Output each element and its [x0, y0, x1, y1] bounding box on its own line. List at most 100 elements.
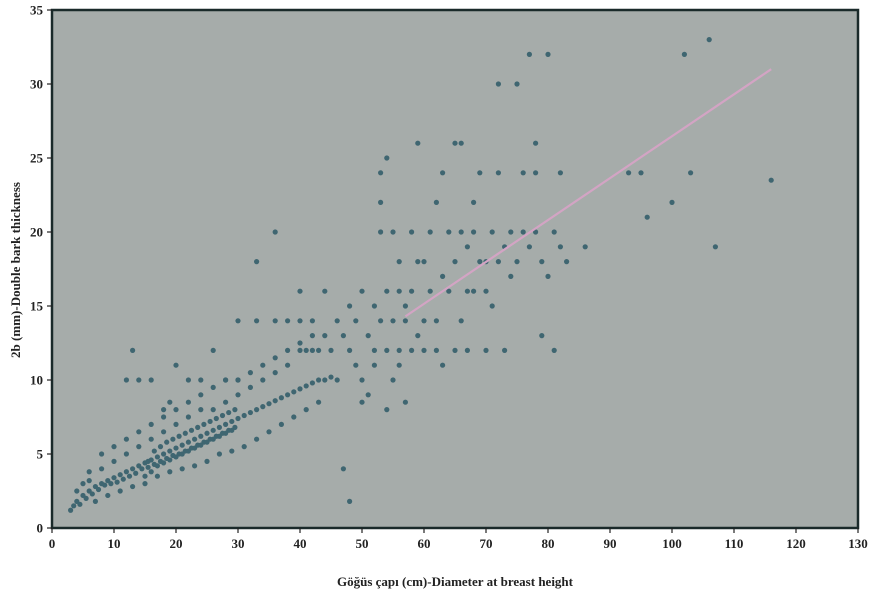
data-point	[223, 430, 229, 436]
data-point	[173, 445, 179, 451]
data-point	[322, 377, 328, 383]
y-tick-label: 0	[37, 521, 44, 536]
data-point	[207, 418, 213, 425]
data-point	[533, 229, 539, 235]
data-point	[309, 318, 315, 324]
data-point	[347, 303, 353, 309]
data-point	[458, 140, 464, 146]
data-point	[167, 469, 173, 475]
data-point	[89, 491, 95, 497]
data-point	[254, 259, 260, 265]
data-point	[390, 377, 396, 383]
data-point	[136, 429, 142, 435]
data-point	[353, 318, 359, 324]
data-point	[371, 362, 377, 368]
data-point	[210, 436, 216, 442]
data-point	[204, 458, 210, 464]
data-point	[213, 415, 219, 422]
data-point	[235, 415, 241, 422]
data-point	[185, 448, 191, 454]
data-point	[409, 288, 415, 294]
x-tick-label: 100	[662, 536, 682, 551]
data-point	[322, 288, 328, 294]
data-point	[378, 199, 384, 205]
data-point	[297, 340, 303, 346]
data-point	[145, 458, 151, 464]
data-point	[148, 377, 154, 383]
data-point	[539, 259, 545, 265]
data-point	[145, 464, 151, 470]
data-point	[365, 333, 371, 339]
data-point	[440, 170, 446, 176]
data-point	[130, 483, 136, 490]
data-point	[201, 421, 207, 427]
data-point	[384, 407, 390, 413]
y-tick-label: 20	[30, 225, 43, 240]
x-tick-label: 60	[418, 536, 431, 551]
data-point	[309, 380, 315, 386]
data-point	[126, 473, 133, 479]
data-point	[198, 433, 204, 439]
data-point	[526, 51, 533, 58]
data-point	[148, 421, 154, 427]
data-point	[526, 244, 533, 250]
data-point	[477, 170, 483, 176]
data-point	[508, 229, 514, 235]
data-point	[309, 333, 315, 339]
data-point	[409, 347, 415, 353]
data-point	[164, 439, 170, 445]
data-point	[378, 170, 384, 176]
data-point	[359, 377, 365, 383]
data-point	[557, 244, 564, 250]
data-point	[95, 486, 102, 493]
y-tick-label: 35	[30, 3, 44, 18]
data-point	[198, 407, 204, 413]
data-point	[458, 229, 464, 235]
data-point	[179, 451, 185, 457]
data-point	[768, 177, 774, 183]
data-point	[669, 199, 675, 205]
data-point	[440, 273, 446, 279]
data-point	[247, 370, 253, 376]
data-point	[551, 229, 557, 235]
data-point	[117, 488, 123, 494]
data-point	[272, 229, 278, 235]
data-point	[111, 475, 117, 481]
x-tick-label: 70	[480, 536, 493, 551]
y-tick-label: 30	[30, 77, 43, 92]
data-point	[483, 347, 489, 353]
data-point	[706, 37, 712, 43]
data-point	[74, 488, 80, 494]
data-point	[254, 436, 260, 442]
data-point	[148, 469, 154, 475]
data-point	[347, 498, 353, 504]
data-point	[260, 377, 266, 383]
data-point	[142, 473, 148, 479]
data-point	[130, 466, 136, 472]
data-point	[173, 407, 179, 413]
data-point	[396, 347, 402, 353]
data-point	[452, 140, 458, 146]
data-point	[520, 229, 526, 235]
data-point	[433, 199, 439, 205]
data-point	[322, 333, 328, 339]
x-tick-label: 40	[294, 536, 307, 551]
data-point	[278, 395, 284, 401]
data-point	[161, 429, 167, 435]
data-point	[80, 481, 86, 487]
data-point	[446, 288, 452, 294]
data-point	[272, 318, 278, 324]
data-point	[179, 442, 185, 448]
data-point	[371, 347, 377, 353]
data-point	[371, 303, 377, 309]
data-point	[359, 288, 365, 294]
data-point	[340, 333, 346, 339]
data-point	[71, 503, 77, 509]
data-point	[433, 318, 439, 324]
data-point	[161, 407, 167, 413]
data-point	[384, 347, 390, 353]
data-point	[557, 170, 564, 176]
data-point	[402, 318, 408, 324]
data-point	[204, 430, 210, 436]
y-axis-title: 2b (mm)-Double bark thickness	[8, 182, 23, 358]
